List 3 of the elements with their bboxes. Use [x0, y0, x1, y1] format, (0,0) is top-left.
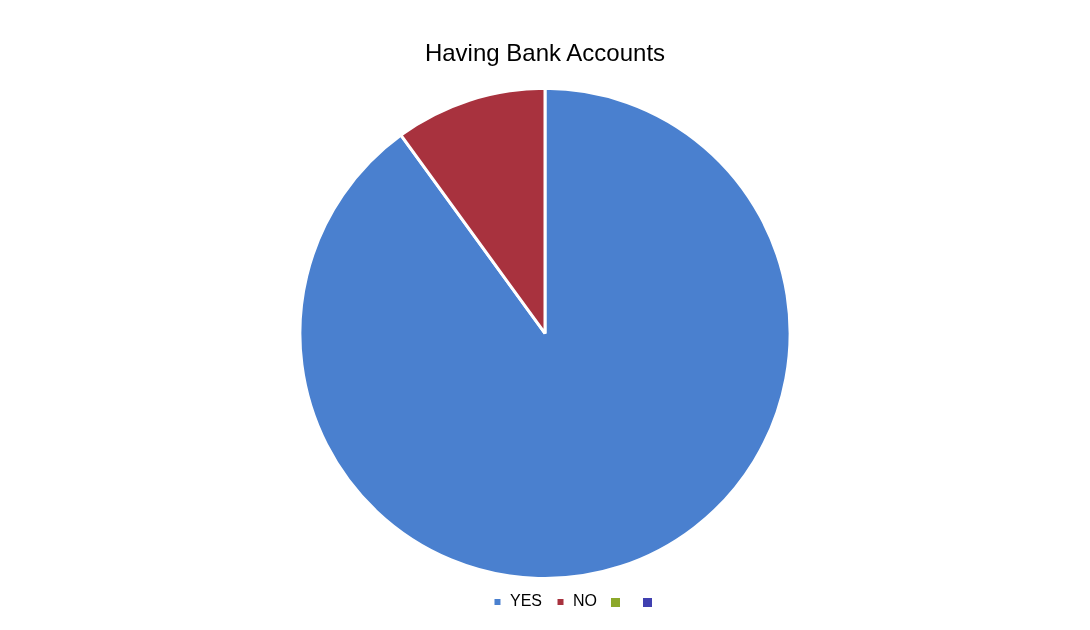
chart-title: Having Bank Accounts — [424, 39, 666, 67]
legend-label: YES — [509, 592, 543, 610]
legend-label: NO — [573, 592, 598, 610]
